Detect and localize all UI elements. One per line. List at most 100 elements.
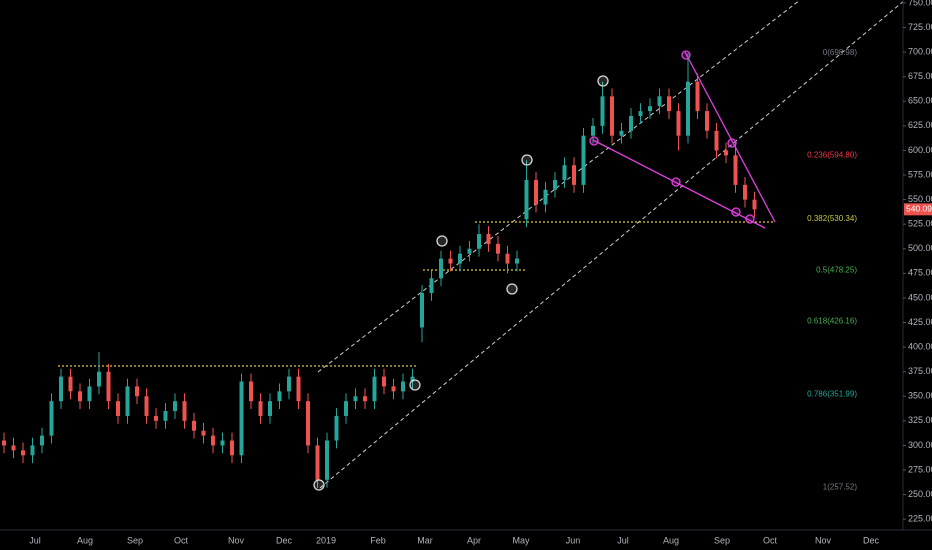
candle-body — [363, 396, 367, 402]
candle-body — [287, 376, 291, 392]
y-tick-label: 675.00 — [908, 71, 932, 81]
x-tick-label: Aug — [663, 535, 679, 545]
candle-body — [201, 430, 206, 436]
candle-body — [695, 81, 700, 112]
candle-body — [486, 234, 491, 244]
price-axis — [903, 0, 932, 550]
y-tick-label: 575.00 — [908, 169, 932, 179]
drawings — [58, 0, 906, 489]
x-tick-label: Jul — [617, 535, 629, 545]
fib-label: 0.618(426.16) — [807, 316, 857, 325]
y-tick-label: 750.00 — [908, 0, 932, 7]
x-tick-label: Dec — [863, 535, 880, 545]
candle-body — [163, 411, 168, 421]
channel-lower — [319, 0, 906, 489]
candle-body — [135, 386, 139, 397]
candle-body — [401, 381, 405, 392]
fib-label: 0.236(594.80) — [807, 151, 857, 160]
x-tick-label: Sep — [714, 535, 730, 545]
x-tick-label: Oct — [174, 535, 189, 545]
x-tick-label: May — [512, 535, 530, 545]
candle-body — [230, 440, 234, 456]
fib-label: 0.5(478.25) — [816, 265, 857, 274]
pivot-circle — [506, 283, 518, 295]
y-tick-label: 650.00 — [908, 96, 932, 106]
y-tick-label: 475.00 — [908, 268, 932, 278]
pivot-circle — [521, 154, 533, 166]
x-tick-label: Nov — [228, 535, 245, 545]
wedge-circle — [731, 207, 741, 217]
candle-body — [268, 401, 272, 416]
candle-body — [49, 401, 54, 436]
candle-body — [87, 386, 92, 402]
candle-body — [733, 155, 738, 185]
candle-body — [21, 450, 25, 456]
wedge-line — [684, 51, 776, 223]
x-tick-label: Aug — [77, 535, 93, 545]
y-tick-label: 700.00 — [908, 46, 932, 56]
candle-body — [420, 293, 424, 328]
pivot-circle — [597, 75, 609, 87]
y-tick-label: 275.00 — [908, 464, 932, 474]
candle-body — [125, 386, 130, 416]
candle-body — [40, 435, 44, 446]
candle-body — [534, 179, 538, 205]
y-tick-label: 425.00 — [908, 317, 932, 327]
candle-body — [591, 125, 595, 136]
candle-body — [211, 435, 215, 446]
candle-body — [144, 396, 149, 416]
y-tick-label: 350.00 — [908, 391, 932, 401]
pivot-circle — [313, 479, 325, 491]
pivot-markers — [313, 75, 609, 491]
y-tick-label: 300.00 — [908, 440, 932, 450]
candle-body — [2, 440, 6, 446]
candle-body — [306, 401, 310, 446]
candle-body — [724, 150, 728, 156]
candle-body — [277, 391, 282, 402]
y-tick-label: 725.00 — [908, 22, 932, 32]
candle-body — [648, 106, 652, 112]
pivot-circle — [409, 379, 421, 391]
candle-body — [30, 445, 35, 456]
candle-body — [581, 135, 586, 185]
candle-body — [714, 130, 719, 151]
last-price-badge — [904, 203, 932, 216]
candle-body — [344, 401, 348, 416]
candle-body — [572, 165, 576, 185]
candle-body — [657, 96, 662, 107]
y-tick-label: 400.00 — [908, 341, 932, 351]
y-tick-label: 550.00 — [908, 194, 932, 204]
fib-label: 0.786(351.99) — [807, 389, 857, 398]
candle-body — [448, 258, 453, 264]
x-tick-label: 2019 — [316, 535, 336, 545]
x-tick-label: Dec — [276, 535, 293, 545]
x-tick-label: Jun — [566, 535, 581, 545]
candle-body — [743, 184, 747, 200]
candle-body — [239, 381, 244, 456]
candle-body — [562, 165, 567, 180]
x-tick-label: Nov — [815, 535, 832, 545]
y-tick-label: 250.00 — [908, 489, 932, 499]
fib-label: 0(698.98) — [823, 48, 858, 57]
wedge-circle — [671, 177, 681, 187]
candle-body — [116, 401, 120, 416]
candle-body — [429, 278, 434, 294]
wedge-circle — [727, 138, 737, 148]
y-tick-label: 325.00 — [908, 415, 932, 425]
candle-body — [610, 96, 614, 136]
y-tick-label: 450.00 — [908, 292, 932, 302]
wedge-markers — [589, 50, 755, 224]
candle-body — [220, 440, 225, 446]
candle-body — [676, 111, 681, 136]
x-tick-label: Mar — [417, 535, 433, 545]
channel-upper — [317, 0, 801, 373]
y-tick-label: 375.00 — [908, 366, 932, 376]
candle-body — [315, 445, 320, 480]
x-tick-label: Oct — [763, 535, 778, 545]
x-tick-label: Jul — [29, 535, 41, 545]
y-tick-label: 525.00 — [908, 219, 932, 229]
candle-body — [467, 248, 472, 254]
